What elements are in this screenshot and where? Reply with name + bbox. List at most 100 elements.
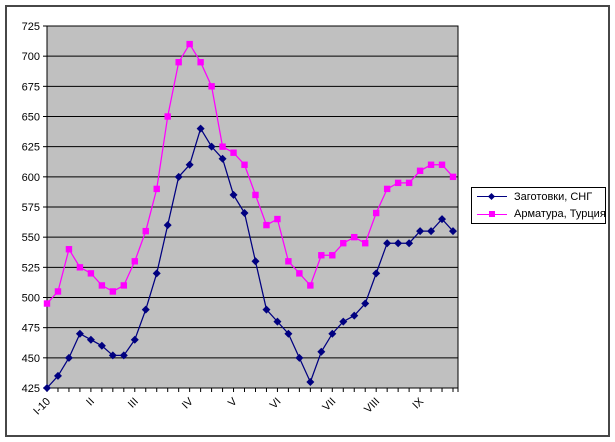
x-axis-label: IV xyxy=(180,395,196,411)
x-axis-label: V xyxy=(226,395,240,409)
x-axis-label: IX xyxy=(410,395,426,411)
data-point-square xyxy=(372,209,380,217)
legend-marker-square-icon xyxy=(488,211,495,218)
data-point-square xyxy=(438,161,446,168)
data-point-diamond xyxy=(240,209,249,218)
data-point-diamond xyxy=(108,351,117,360)
data-point-square xyxy=(318,252,325,259)
data-point-diamond xyxy=(328,329,337,338)
data-point-square xyxy=(405,179,413,187)
data-point-square xyxy=(383,185,391,193)
y-axis-label: 625 xyxy=(22,142,40,154)
data-point-square xyxy=(87,270,95,277)
data-point-square xyxy=(449,173,457,181)
data-point-diamond xyxy=(119,351,128,360)
data-point-square xyxy=(153,185,160,193)
data-point-diamond xyxy=(416,227,425,236)
data-point-square xyxy=(340,240,347,247)
data-point-square xyxy=(416,167,424,174)
data-point-square xyxy=(175,59,182,66)
data-point-diamond xyxy=(53,371,62,380)
legend-item-label: Арматура, Турция xyxy=(514,208,606,221)
data-point-square xyxy=(186,40,193,48)
y-axis-label: 725 xyxy=(22,21,40,33)
data-point-square xyxy=(197,59,204,66)
data-point-square xyxy=(296,270,303,277)
data-point-square xyxy=(142,227,149,235)
data-point-diamond xyxy=(339,317,348,326)
data-point-square xyxy=(274,215,281,223)
y-axis-label: 550 xyxy=(22,232,40,244)
data-point-diamond xyxy=(295,353,304,362)
data-point-square xyxy=(109,288,117,295)
data-point-diamond xyxy=(427,227,436,236)
data-point-square xyxy=(120,282,128,289)
y-axis-label: 600 xyxy=(22,172,40,184)
data-point-diamond xyxy=(350,311,359,320)
data-point-square xyxy=(219,143,226,150)
x-axis-label: VIII xyxy=(362,396,382,416)
data-point-square xyxy=(394,179,402,187)
data-point-diamond xyxy=(75,329,84,338)
data-point-diamond xyxy=(372,269,381,278)
data-point-diamond xyxy=(185,160,194,169)
legend-item-label: Заготовки, СНГ xyxy=(514,190,593,203)
y-axis-label: 500 xyxy=(22,293,40,305)
data-point-diamond xyxy=(64,353,73,362)
data-point-diamond xyxy=(449,227,457,236)
data-point-square xyxy=(208,83,215,90)
data-point-diamond xyxy=(97,341,106,350)
data-point-diamond xyxy=(86,335,95,344)
y-axis-label: 450 xyxy=(22,353,40,365)
legend: Заготовки, СНГ Арматура, Турция xyxy=(471,187,606,224)
data-point-diamond xyxy=(317,347,326,356)
data-point-diamond xyxy=(438,215,447,224)
x-axis-label: I-10 xyxy=(31,396,53,418)
data-point-square xyxy=(54,288,62,295)
y-axis-label: 475 xyxy=(22,323,40,335)
data-point-diamond xyxy=(262,305,271,314)
data-point-diamond xyxy=(218,154,227,163)
legend-key xyxy=(477,192,507,201)
data-point-diamond xyxy=(196,124,205,133)
legend-item: Арматура, Турция xyxy=(472,206,606,224)
data-point-square xyxy=(351,233,358,241)
data-point-diamond xyxy=(174,172,183,181)
data-point-diamond xyxy=(383,239,392,248)
data-point-diamond xyxy=(405,239,414,248)
data-point-square xyxy=(329,252,336,259)
data-point-square xyxy=(252,191,259,199)
legend-item: Заготовки, СНГ xyxy=(472,188,605,206)
data-point-square xyxy=(427,161,435,168)
data-point-diamond xyxy=(251,257,260,266)
data-point-diamond xyxy=(43,384,51,392)
x-axis-label: VII xyxy=(320,396,338,414)
data-point-square xyxy=(76,264,84,271)
x-axis-label: II xyxy=(84,396,97,409)
data-point-square xyxy=(43,300,51,307)
data-point-square xyxy=(131,258,138,265)
data-point-diamond xyxy=(273,317,282,326)
data-point-diamond xyxy=(361,299,370,308)
y-axis-label: 575 xyxy=(22,202,40,214)
data-point-square xyxy=(230,149,237,156)
data-point-diamond xyxy=(306,377,315,386)
legend-key xyxy=(477,210,507,219)
data-point-square xyxy=(285,258,292,265)
y-axis-label: 425 xyxy=(22,383,40,395)
data-point-square xyxy=(263,221,270,229)
y-axis-label: 675 xyxy=(22,81,40,93)
data-point-square xyxy=(164,113,171,120)
data-point-diamond xyxy=(207,142,216,151)
data-point-diamond xyxy=(152,269,161,278)
data-point-diamond xyxy=(163,221,172,230)
data-point-diamond xyxy=(229,190,238,199)
data-point-square xyxy=(241,161,248,168)
x-axis-label: VI xyxy=(268,396,284,412)
data-point-square xyxy=(98,282,106,289)
x-axis-label: III xyxy=(126,396,141,411)
data-point-diamond xyxy=(284,329,293,338)
y-axis-label: 525 xyxy=(22,262,40,274)
data-point-square xyxy=(307,282,314,289)
